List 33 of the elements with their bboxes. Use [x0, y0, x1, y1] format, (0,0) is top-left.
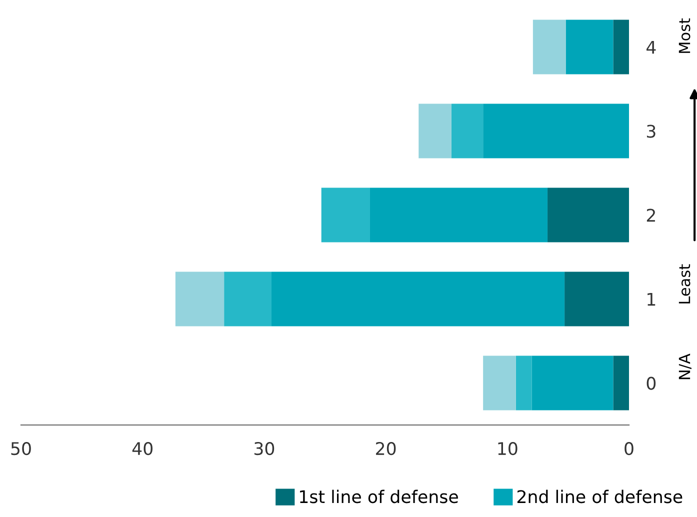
bar — [483, 104, 629, 158]
bar — [566, 20, 614, 74]
bar — [548, 188, 629, 242]
bar — [564, 272, 629, 326]
bar — [483, 356, 516, 410]
bar — [370, 188, 548, 242]
y-tick-label: 2 — [646, 208, 655, 222]
bar — [451, 104, 484, 158]
bar — [532, 356, 614, 410]
legend-label: 1st line of defense — [300, 490, 458, 504]
text: N/A — [678, 354, 692, 380]
x-tick-label: 50 — [11, 442, 31, 456]
bar — [613, 20, 629, 74]
bar — [224, 272, 272, 326]
bar — [613, 356, 629, 410]
x-tick-label: 10 — [498, 442, 518, 456]
legend-label: 2nd line of defense — [517, 490, 682, 504]
text: Least — [678, 264, 690, 304]
bar — [175, 272, 224, 326]
x-tick-label: 20 — [376, 442, 396, 456]
y-tick-label: 4 — [646, 40, 656, 54]
x-tick-label: 30 — [254, 442, 274, 456]
x-tick-label: 0 — [624, 442, 634, 456]
bar — [516, 356, 532, 410]
bar — [532, 20, 566, 74]
y-tick-label: 3 — [646, 124, 656, 138]
x-tick-label: 40 — [132, 442, 152, 456]
y-tick-label: 0 — [646, 376, 656, 390]
bar — [418, 104, 452, 158]
bar — [271, 272, 565, 326]
bar — [321, 188, 370, 242]
y-tick-label: 1 — [648, 292, 656, 306]
text: Most — [678, 18, 690, 53]
